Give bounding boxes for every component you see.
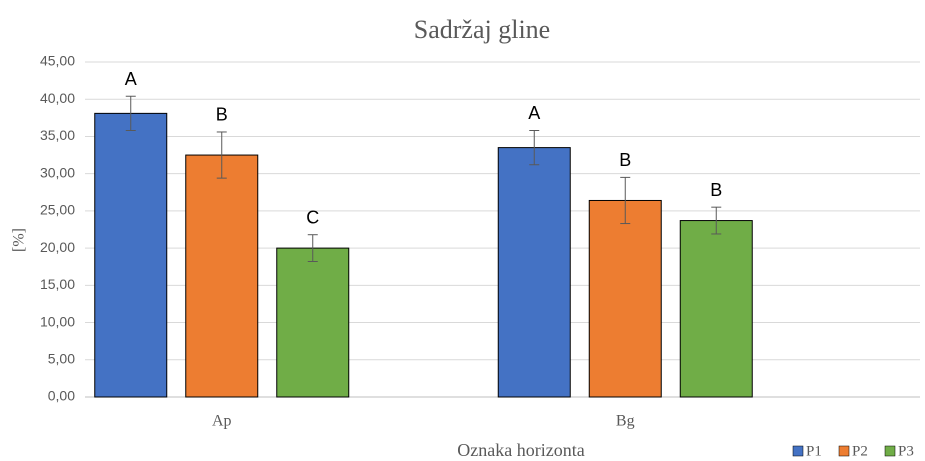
y-tick-label: 10,00 <box>40 313 75 329</box>
x-axis-label: Oznaka horizonta <box>457 440 584 460</box>
legend-label: P2 <box>852 443 868 459</box>
y-tick-label: 35,00 <box>40 127 75 143</box>
legend-swatch <box>838 445 850 457</box>
y-tick-label: 40,00 <box>40 90 75 106</box>
annotation: A <box>528 103 540 123</box>
chart-title: Sadržaj gline <box>414 15 550 44</box>
y-tick-label: 25,00 <box>40 202 75 218</box>
annotation: B <box>619 150 631 170</box>
y-axis-label: [%] <box>11 228 28 252</box>
x-tick-label: Ap <box>212 413 232 430</box>
y-tick-label: 5,00 <box>48 350 75 366</box>
annotation: B <box>216 105 228 125</box>
bar <box>679 220 753 398</box>
legend-swatch <box>884 445 896 457</box>
y-tick-label: 30,00 <box>40 164 75 180</box>
x-tick-label: Bg <box>616 413 635 430</box>
annotation: B <box>710 180 722 200</box>
legend-label: P3 <box>898 443 914 459</box>
bar <box>497 147 571 398</box>
annotation: C <box>306 207 319 227</box>
bar <box>185 154 259 398</box>
y-tick-label: 0,00 <box>48 388 75 404</box>
bar <box>276 247 350 398</box>
legend-swatch <box>792 445 804 457</box>
bar <box>588 199 662 398</box>
bar <box>94 112 168 398</box>
annotation: A <box>125 69 137 89</box>
y-tick-label: 15,00 <box>40 276 75 292</box>
y-tick-label: 20,00 <box>40 239 75 255</box>
legend-label: P1 <box>806 443 822 459</box>
y-tick-label: 45,00 <box>40 53 75 69</box>
